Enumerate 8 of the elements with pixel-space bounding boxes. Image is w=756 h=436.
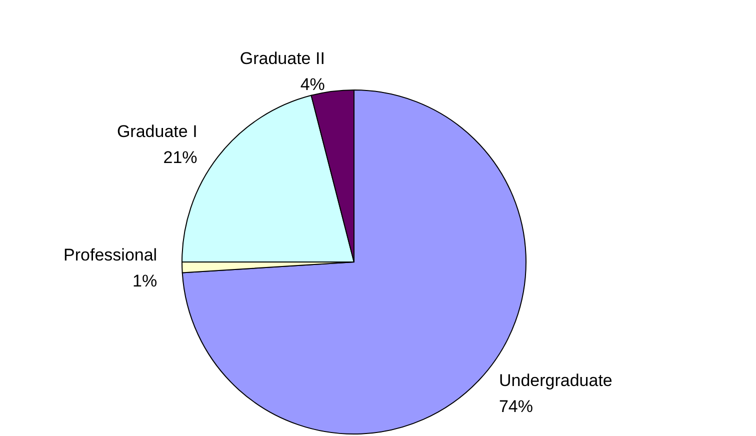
slice-label: Graduate I [116,122,198,141]
slice-label: Undergraduate [498,370,612,390]
slice-label: Graduate II [240,49,325,68]
data-label: 4% [300,75,325,94]
data-label: 21% [163,148,198,167]
slice-label: Professional [64,246,158,265]
data-label: 1% [132,272,158,291]
data-label: 74% [498,396,533,416]
